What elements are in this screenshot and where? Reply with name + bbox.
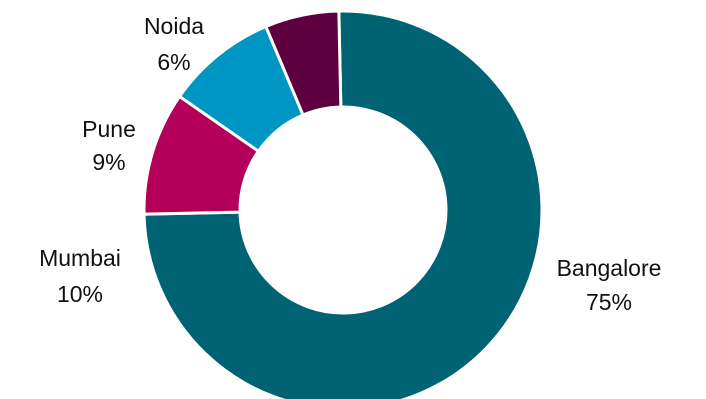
label-pune-percent: 9% [92, 149, 125, 175]
label-mumbai-percent: 10% [57, 281, 103, 307]
slice-bangalore [142, 9, 544, 399]
label-noida-name: Noida [144, 13, 204, 39]
label-mumbai-name: Mumbai [39, 245, 121, 271]
label-pune-name: Pune [82, 116, 136, 142]
label-noida-percent: 6% [157, 49, 190, 75]
label-bangalore-name: Bangalore [557, 255, 662, 281]
label-bangalore-percent: 75% [586, 289, 632, 315]
slices-layer [142, 9, 544, 399]
slice-noida [263, 9, 343, 118]
